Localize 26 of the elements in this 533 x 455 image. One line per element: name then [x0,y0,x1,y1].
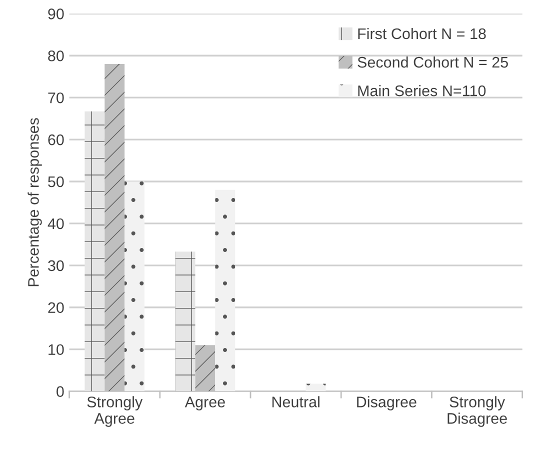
y-tick-label: 90 [48,8,64,20]
bar [104,64,125,392]
bar [195,345,216,392]
y-tick-label: 70 [48,92,64,104]
y-tick-label: 0 [56,386,64,397]
legend-label: First Cohort N = 18 [358,28,486,40]
x-tick-label: Strongly Agree [87,396,143,427]
y-axis-title: Percentage of responses [28,118,42,286]
legend-label: Main Series N=110 [358,85,486,96]
y-tick-label: 20 [48,302,64,314]
bar [124,181,144,392]
x-tick-label: Agree [184,396,225,410]
x-tick-label: Disagree [357,396,416,410]
x-tick-label: Neutral [272,396,320,408]
y-tick-label: 30 [48,260,64,272]
y-tick-label: 40 [48,218,64,230]
bar [175,252,196,392]
y-tick-label: 80 [48,50,64,62]
legend-label: Second Cohort N = 25 [358,56,508,68]
bar [84,111,105,392]
bar [306,384,326,392]
y-tick-label: 60 [48,134,64,146]
y-tick-label: 50 [48,176,64,188]
x-tick-label: Strongly Disagree [448,396,507,427]
bar [215,190,236,392]
y-tick-label: 10 [48,344,64,356]
